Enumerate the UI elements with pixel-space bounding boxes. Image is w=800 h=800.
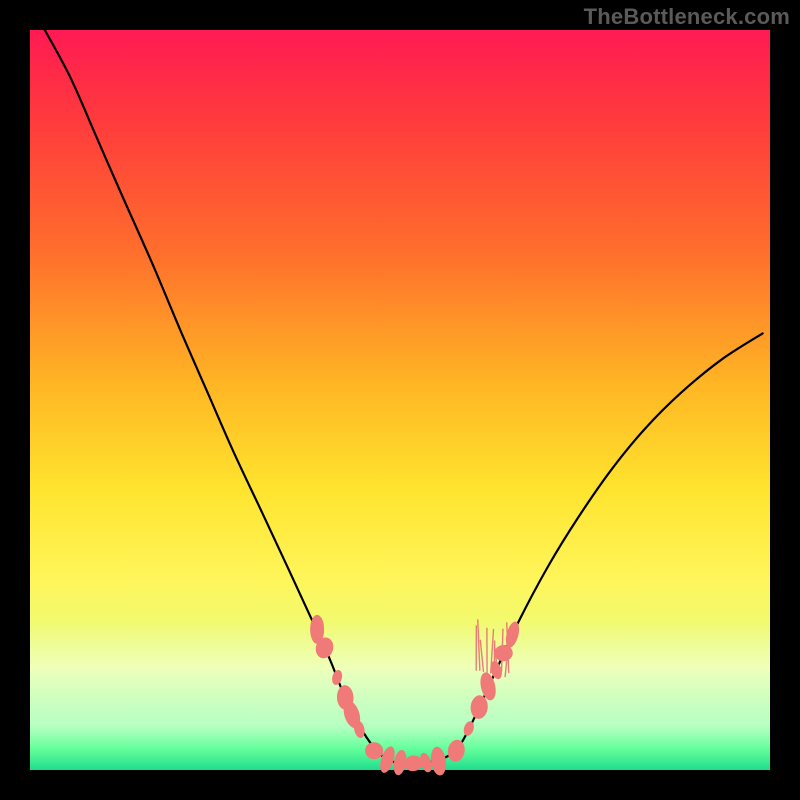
watermark-text: TheBottleneck.com [584,4,790,30]
highlight-band [30,620,770,770]
bottleneck-chart [0,0,800,800]
